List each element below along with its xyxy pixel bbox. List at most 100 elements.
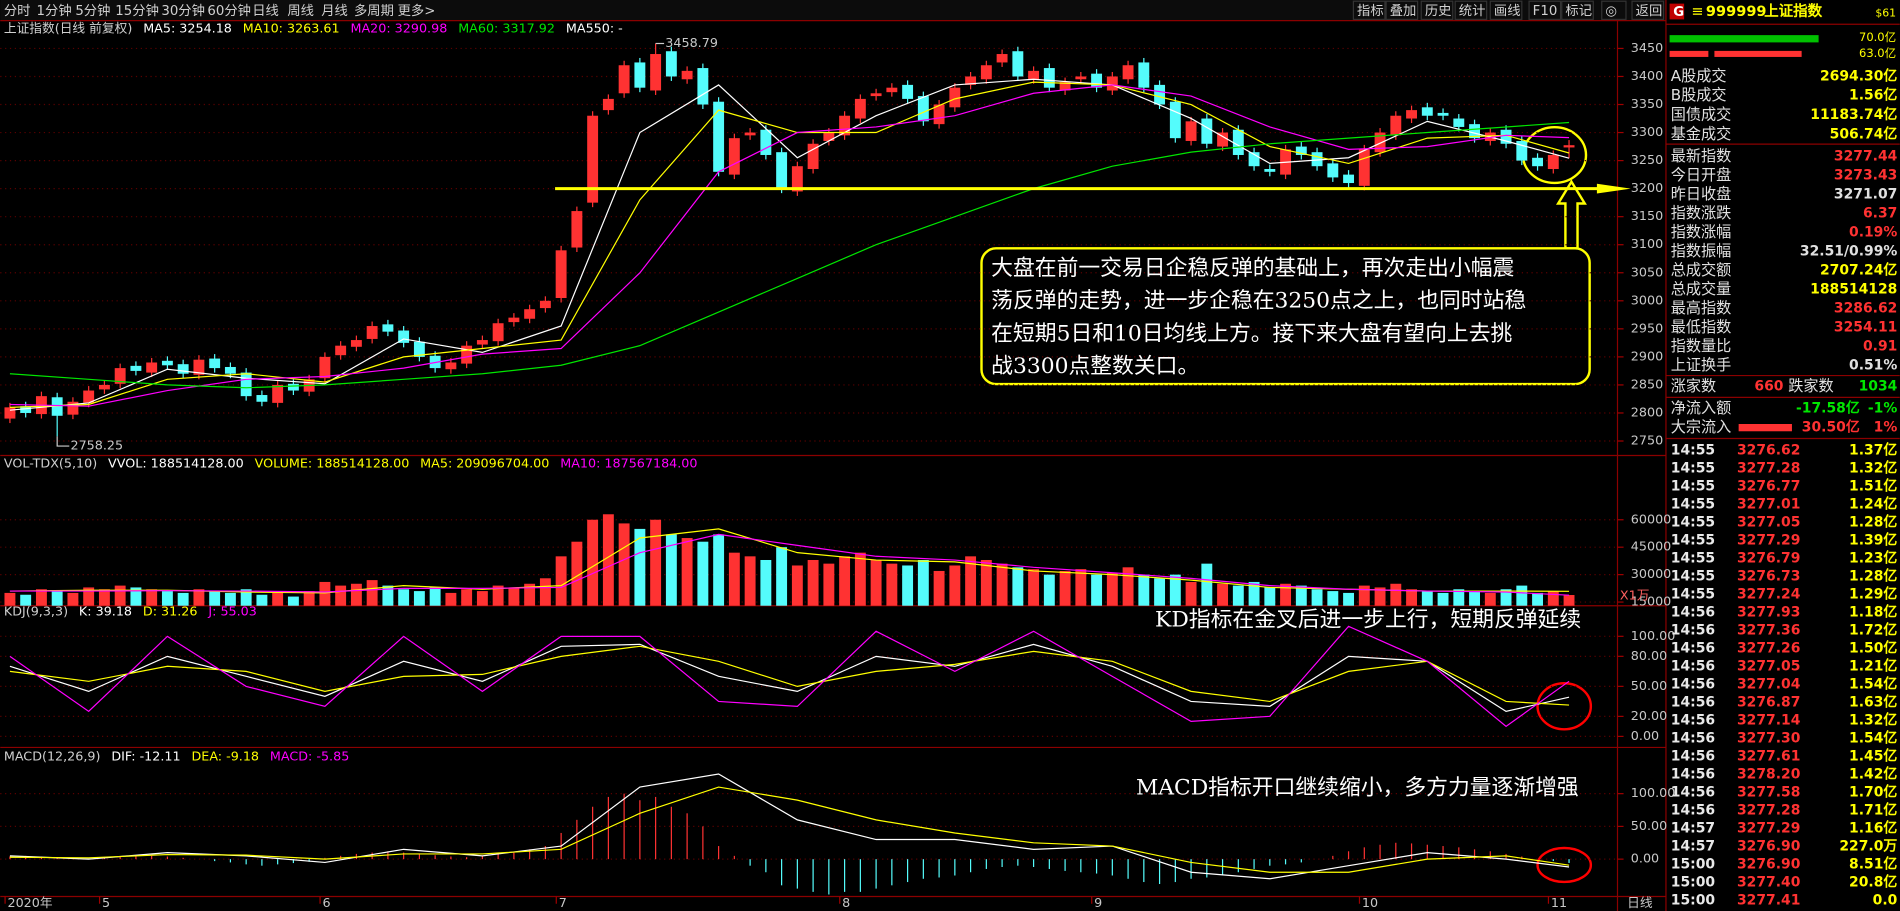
- toolbar-tab[interactable]: 多周期: [354, 2, 394, 19]
- volume-bar: [1295, 585, 1307, 606]
- toolbar-button[interactable]: 统计: [1459, 3, 1486, 19]
- highlight-circle: [1536, 682, 1593, 731]
- candle-body: [193, 359, 205, 375]
- volume-bar: [98, 589, 110, 606]
- toolbar-tab[interactable]: 分时: [4, 3, 31, 19]
- y-tick-label: 80.00: [1631, 648, 1667, 663]
- toolbar-button-bg: [1454, 0, 1488, 20]
- legend-entry: MA10: 3263.61: [243, 21, 340, 36]
- tick-amount: 1.45亿: [1849, 747, 1897, 764]
- row-label: 最低指数: [1671, 318, 1732, 336]
- tick-price: 3277.61: [1737, 748, 1800, 764]
- indicator-line: [9, 533, 1570, 596]
- note-text: 大盘在前一交易日企稳反弹的基础上，再次走出小幅震: [991, 256, 1514, 281]
- candle-body: [177, 364, 189, 374]
- row-value: 0.51%: [1849, 357, 1897, 373]
- toolbar-button[interactable]: 叠加: [1390, 3, 1417, 19]
- toolbar-button[interactable]: 画线: [1494, 3, 1521, 19]
- candle-body: [713, 101, 725, 172]
- tick-price: 3276.62: [1737, 443, 1800, 459]
- candle-body: [539, 300, 551, 309]
- toolbar-tab[interactable]: 30分钟: [161, 2, 205, 19]
- toolbar-tab[interactable]: 日线: [252, 3, 279, 19]
- volume-bar: [1437, 592, 1449, 606]
- legend-entry: D: 31.26: [143, 603, 198, 618]
- toolbar-button[interactable]: 历史: [1425, 3, 1452, 19]
- toolbar-button[interactable]: F10: [1533, 4, 1558, 19]
- tick-time: 15:00: [1671, 892, 1716, 908]
- panel-title: VOL-TDX(5,10): [4, 455, 97, 470]
- volume-bar: [319, 581, 331, 606]
- toolbar-tab[interactable]: 更多>: [398, 2, 436, 19]
- volume-bar: [1421, 591, 1433, 606]
- volume-bar: [1217, 583, 1229, 606]
- legend-entry: MA20: 3290.98: [351, 21, 448, 36]
- volume-bar: [1075, 569, 1087, 606]
- tick-amount: 1.50亿: [1849, 640, 1897, 657]
- panel-title: MACD(12,26,9): [4, 749, 101, 764]
- row-value: 1.56亿: [1849, 87, 1897, 104]
- volume-bar: [728, 552, 740, 606]
- toolbar-tab[interactable]: 周线: [287, 3, 314, 19]
- candle-body: [445, 362, 457, 370]
- tick-price: 3277.41: [1737, 892, 1800, 908]
- volume-bar: [807, 559, 819, 606]
- candle-body: [870, 93, 882, 97]
- toolbar-bg: [0, 0, 1666, 21]
- tick-price: 3276.87: [1737, 695, 1800, 711]
- tick-price: 3277.14: [1737, 713, 1801, 729]
- indicator-line: [9, 121, 1570, 389]
- toolbar-button[interactable]: 指标: [1357, 3, 1384, 19]
- volume-bar: [177, 592, 189, 606]
- candle-body: [1437, 112, 1449, 116]
- toolbar-button[interactable]: 返回: [1636, 3, 1663, 19]
- tick-time: 14:57: [1671, 838, 1715, 854]
- note-text: 战3300点整数关口。: [991, 354, 1199, 379]
- candle-body: [854, 98, 866, 119]
- tick-time: 14:55: [1671, 479, 1715, 495]
- tick-amount: 1.37亿: [1849, 442, 1897, 459]
- candle-body: [980, 65, 992, 80]
- toolbar-tab[interactable]: 1分钟: [37, 2, 72, 19]
- candle-body: [1327, 163, 1339, 178]
- up-count-label: 涨家数: [1671, 377, 1716, 395]
- volume-bar: [980, 559, 992, 606]
- toolbar-tab[interactable]: 月线: [321, 3, 348, 19]
- tick-time: 14:56: [1671, 659, 1715, 675]
- y-tick-label: 3150: [1631, 208, 1663, 223]
- volume-bar: [1484, 592, 1496, 606]
- y-tick-label: 15000: [1631, 594, 1671, 609]
- candle-body: [1028, 70, 1040, 80]
- note-text: 荡反弹的走势，进一步企稳在3250点之上，也同时站稳: [991, 289, 1526, 314]
- toolbar-tab[interactable]: 60分钟: [207, 2, 251, 19]
- volume-bar: [146, 589, 158, 606]
- volume-bar: [303, 591, 315, 606]
- volume-bar: [1500, 589, 1512, 606]
- toolbar-tab[interactable]: 15分钟: [115, 2, 159, 19]
- candle-body: [634, 62, 646, 88]
- candle-body: [256, 395, 268, 402]
- panel-icon: G: [1673, 5, 1684, 20]
- y-tick-label: 100.00: [1631, 785, 1676, 800]
- row-value: 3273.43: [1834, 167, 1897, 183]
- candle-body: [1532, 157, 1543, 167]
- candle-body: [1500, 129, 1512, 144]
- indicator-line: [9, 625, 1570, 728]
- volume-bar: [996, 563, 1008, 606]
- toolbar-tab[interactable]: 5分钟: [75, 2, 110, 19]
- candle-body: [555, 250, 567, 298]
- toolbar-button[interactable]: ◎: [1605, 4, 1617, 19]
- candle-body: [697, 68, 709, 105]
- volume-bar: [839, 556, 851, 606]
- legend-entry: MA5: 209096704.00: [420, 455, 549, 470]
- y-tick-label: 0.00: [1631, 851, 1659, 866]
- candle-body: [571, 211, 583, 248]
- volume-bar: [20, 594, 32, 606]
- row-label: 大宗流入: [1671, 418, 1732, 436]
- candle-body: [366, 326, 378, 339]
- candle-body: [524, 309, 536, 319]
- indicator-line: [9, 786, 1570, 873]
- volume-bar: [524, 583, 536, 606]
- toolbar-button[interactable]: 标记: [1565, 3, 1592, 19]
- menu-icon[interactable]: ≡: [1691, 4, 1703, 20]
